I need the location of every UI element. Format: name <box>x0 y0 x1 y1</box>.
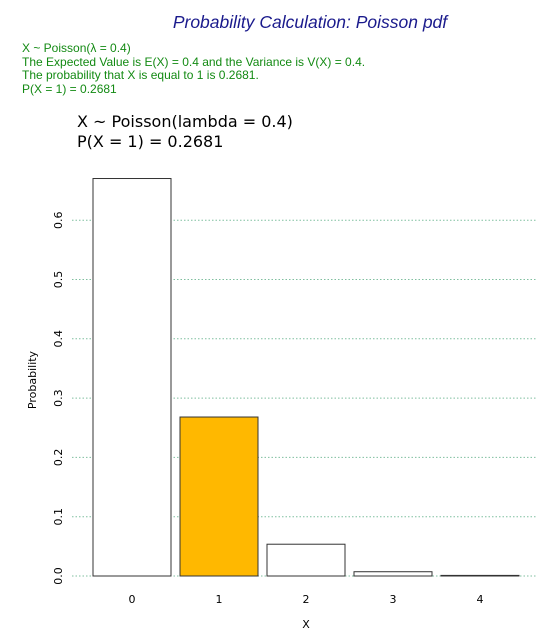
y-tick-label: 0.2 <box>52 449 65 467</box>
bar-x-1 <box>179 416 259 577</box>
y-tick-label: 0.5 <box>52 271 65 289</box>
y-axis-label: Probability <box>26 350 39 409</box>
moments-line: The Expected Value is E(X) = 0.4 and the… <box>22 54 366 69</box>
x-tick-label: 3 <box>390 593 397 606</box>
x-axis-ticks: 0 1 2 3 4 <box>129 593 484 606</box>
page-title: Probability Calculation: Poisson pdf <box>172 12 448 32</box>
y-tick-label: 0.6 <box>52 211 65 229</box>
probability-value-line: P(X = 1) = 0.2681 <box>22 81 117 96</box>
x-tick-label: 0 <box>129 593 136 606</box>
bars <box>92 178 520 577</box>
bar-x-2 <box>266 543 346 577</box>
distribution-line: X ~ Poisson(λ = 0.4) <box>22 41 131 55</box>
bar-x-0 <box>92 178 172 577</box>
x-tick-label: 1 <box>216 593 223 606</box>
bar-x-3 <box>353 571 433 577</box>
y-tick-label: 0.1 <box>52 508 65 526</box>
y-tick-label: 0.0 <box>52 567 65 585</box>
probability-sentence: The probability that X is equal to 1 is … <box>22 68 259 83</box>
x-tick-label: 4 <box>477 593 484 606</box>
plot-title-line-2: P(X = 1) = 0.2681 <box>77 131 224 151</box>
y-axis-ticks: 0.0 0.1 0.2 0.3 0.4 0.5 0.6 <box>52 211 65 584</box>
x-axis-label: X <box>302 618 310 631</box>
result-summary: X ~ Poisson(λ = 0.4) The Expected Value … <box>22 41 366 96</box>
plot-title-line-1: X ~ Poisson(lambda = 0.4) <box>77 112 293 131</box>
x-tick-label: 2 <box>303 593 310 606</box>
plot-title: X ~ Poisson(lambda = 0.4) P(X = 1) = 0.2… <box>77 112 293 151</box>
y-tick-label: 0.3 <box>52 389 65 407</box>
bar-x-4 <box>440 574 520 577</box>
y-tick-label: 0.4 <box>52 330 65 348</box>
